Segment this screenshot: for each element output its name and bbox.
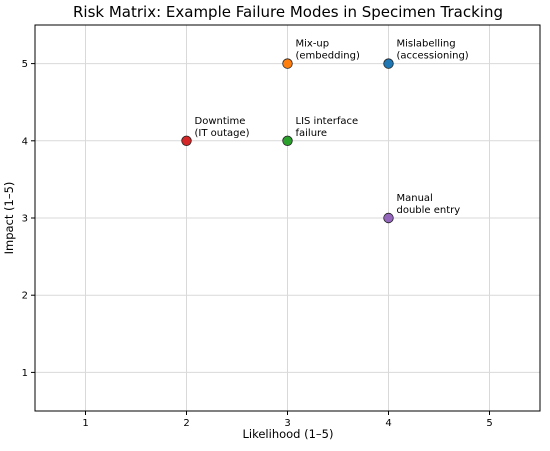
annotation-line: Manual — [397, 193, 433, 204]
point-annotation: Manual double entry — [397, 193, 461, 216]
grid-layer — [35, 25, 540, 411]
annotation-line: Mislabelling — [397, 39, 456, 50]
scatter-point — [383, 58, 394, 69]
x-tick-label: 2 — [183, 418, 189, 429]
x-tick-label: 4 — [385, 418, 391, 429]
x-tick-label: 1 — [82, 418, 88, 429]
annotation-line: Mix-up — [296, 39, 330, 50]
x-tick-label: 5 — [486, 418, 492, 429]
annotation-layer: Mislabelling (accessioning) Mix-up (embeddi… — [195, 39, 469, 216]
tick-layer: 1 2 3 4 5 1 2 3 4 5 — [22, 59, 493, 429]
point-annotation: Mislabelling (accessioning) — [397, 39, 469, 62]
x-tick-label: 3 — [284, 418, 290, 429]
scatter-point — [181, 135, 192, 147]
x-axis-label: Likelihood (1–5) — [243, 427, 334, 441]
point-annotation: LIS interface failure — [296, 116, 359, 139]
annotation-line: failure — [296, 128, 328, 139]
annotation-line: (embedding) — [296, 51, 360, 62]
y-axis-label: Impact (1–5) — [2, 182, 16, 255]
y-tick-label: 4 — [22, 136, 28, 147]
annotation-line: double entry — [397, 205, 461, 216]
y-tick-label: 5 — [22, 59, 28, 70]
annotation-line: LIS interface — [296, 116, 359, 127]
point-layer — [181, 58, 394, 224]
y-tick-label: 2 — [22, 291, 28, 302]
annotation-line: (accessioning) — [397, 51, 469, 62]
scatter-point — [383, 212, 394, 224]
point-annotation: Downtime (IT outage) — [195, 116, 250, 139]
chart-title: Risk Matrix: Example Failure Modes in Sp… — [73, 3, 503, 21]
scatter-point — [282, 135, 293, 147]
scatter-point — [282, 58, 293, 69]
annotation-line: Downtime — [195, 116, 246, 127]
y-tick-label: 1 — [22, 368, 28, 379]
y-tick-label: 3 — [22, 214, 28, 225]
annotation-line: (IT outage) — [195, 128, 250, 139]
plot-frame — [34, 24, 541, 412]
point-annotation: Mix-up (embedding) — [296, 39, 360, 62]
